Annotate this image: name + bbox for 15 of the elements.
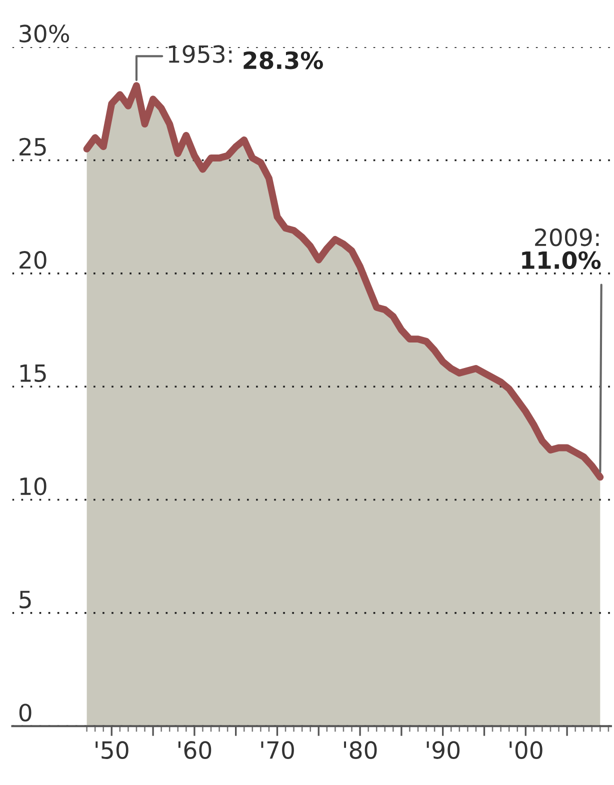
x-tick-label: '60	[178, 741, 212, 759]
y-tick-label: 0	[19, 704, 32, 722]
y-tick-label: 30%	[20, 24, 70, 43]
y-tick-label: 10	[20, 477, 46, 496]
y-tick-label: 15	[20, 364, 46, 382]
annotation: 2009: 11.0%	[522, 228, 601, 270]
x-tick-label: '00	[510, 741, 542, 759]
y-tick-label: 25	[20, 138, 46, 156]
x-tick-label: '50	[96, 741, 128, 759]
x-tick-label: '90	[426, 741, 460, 759]
annotation: 1953: 28.3%	[168, 45, 323, 70]
x-tick-label: '80	[344, 741, 377, 759]
x-tick-label: '70	[261, 741, 294, 759]
y-tick-label: 20	[20, 251, 46, 269]
y-tick-label: 5	[20, 590, 31, 608]
